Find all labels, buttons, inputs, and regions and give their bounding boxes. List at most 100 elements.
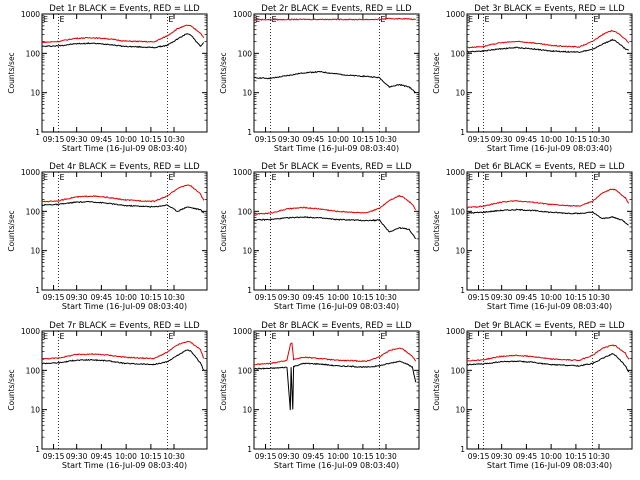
x-axis-label: Start Time (16-Jul-09 08:03:40) — [274, 461, 399, 470]
x-tick-label: 10:15 — [565, 293, 587, 302]
chart-title: Det 7r BLACK = Events, RED = LLD — [49, 321, 200, 331]
events-series-line — [254, 215, 417, 240]
lld-series-line — [467, 29, 630, 49]
x-tick-label: 09:45 — [303, 452, 325, 461]
x-tick-label: 09:45 — [516, 293, 538, 302]
y-tick-label: 1 — [247, 128, 252, 137]
x-tick-label: 10:30 — [163, 135, 185, 144]
event-marker-label: E — [168, 173, 173, 182]
y-tick-label: 1 — [460, 286, 465, 295]
event-marker-label: E — [255, 332, 260, 341]
y-tick-label: 10 — [30, 89, 40, 98]
event-marker-label: E — [43, 15, 48, 24]
y-tick-label: 100 — [451, 207, 466, 216]
y-tick-label: 1 — [35, 286, 40, 295]
y-tick-label: 100 — [238, 366, 253, 375]
y-tick-label: 1000 — [233, 327, 252, 336]
y-tick-label: 1 — [247, 445, 252, 454]
plot-frame — [466, 13, 633, 133]
y-tick-label: 1000 — [233, 168, 252, 177]
x-tick-label: 10:15 — [352, 293, 374, 302]
x-tick-label: 10:00 — [540, 452, 562, 461]
y-axis-label: Counts/sec — [432, 52, 441, 93]
plot-frame — [253, 330, 420, 450]
x-tick-label: 10:30 — [163, 452, 185, 461]
x-axis-label: Start Time (16-Jul-09 08:03:40) — [62, 461, 187, 470]
x-axis-label: Start Time (16-Jul-09 08:03:40) — [487, 144, 612, 153]
x-axis-label: Start Time (16-Jul-09 08:03:40) — [62, 144, 187, 153]
event-marker-label: E — [485, 173, 490, 182]
y-tick-label: 1000 — [446, 327, 465, 336]
y-tick-label: 1000 — [446, 168, 465, 177]
x-tick-label: 10:00 — [115, 293, 137, 302]
events-series-line — [254, 360, 417, 411]
x-tick-label: 09:30 — [66, 293, 88, 302]
x-tick-label: 09:45 — [516, 135, 538, 144]
y-tick-label: 100 — [238, 207, 253, 216]
y-tick-label: 10 — [30, 406, 40, 415]
x-tick-label: 10:15 — [352, 135, 374, 144]
plot-frame — [466, 330, 633, 450]
x-tick-label: 10:30 — [163, 293, 185, 302]
x-tick-label: 09:30 — [66, 452, 88, 461]
x-tick-label: 10:00 — [327, 135, 349, 144]
events-series-line — [254, 70, 416, 94]
x-tick-label: 10:00 — [540, 135, 562, 144]
x-tick-label: 10:30 — [375, 452, 397, 461]
x-tick-label: 10:00 — [327, 293, 349, 302]
events-series-line — [42, 33, 205, 49]
lld-series-line — [254, 342, 417, 366]
y-tick-label: 100 — [451, 49, 466, 58]
chart-title: Det 4r BLACK = Events, RED = LLD — [49, 162, 200, 172]
events-series-line — [467, 208, 629, 226]
x-tick-label: 09:15 — [43, 293, 65, 302]
events-series-line — [42, 200, 205, 214]
x-tick-label: 10:00 — [115, 452, 137, 461]
chart-title: Det 5r BLACK = Events, RED = LLD — [261, 162, 412, 172]
y-tick-label: 1 — [247, 286, 252, 295]
x-tick-label: 10:15 — [140, 135, 162, 144]
y-tick-label: 10 — [242, 247, 252, 256]
x-tick-label: 09:30 — [278, 452, 300, 461]
x-tick-label: 10:30 — [588, 452, 610, 461]
y-tick-label: 10 — [455, 247, 465, 256]
x-tick-label: 10:00 — [327, 452, 349, 461]
y-axis-label: Counts/sec — [7, 52, 16, 93]
x-tick-label: 10:15 — [565, 135, 587, 144]
chart-title: Det 9r BLACK = Events, RED = LLD — [474, 321, 625, 331]
y-tick-label: 10 — [242, 89, 252, 98]
y-axis-label: Counts/sec — [219, 210, 228, 251]
event-marker-label: E — [380, 332, 385, 341]
plot-frame — [41, 13, 208, 133]
event-marker-label: E — [272, 332, 277, 341]
y-tick-label: 1000 — [446, 10, 465, 19]
event-marker-label: E — [255, 173, 260, 182]
event-marker-label: E — [168, 332, 173, 341]
x-axis-label: Start Time (16-Jul-09 08:03:40) — [487, 302, 612, 311]
x-tick-label: 10:30 — [375, 293, 397, 302]
x-tick-label: 09:30 — [66, 135, 88, 144]
y-tick-label: 1000 — [21, 327, 40, 336]
x-tick-label: 09:30 — [491, 293, 513, 302]
y-tick-label: 1 — [460, 445, 465, 454]
y-tick-label: 10 — [242, 406, 252, 415]
x-tick-label: 10:15 — [565, 452, 587, 461]
y-tick-label: 1 — [35, 128, 40, 137]
event-marker-label: E — [468, 173, 473, 182]
y-tick-label: 1 — [460, 128, 465, 137]
x-tick-label: 09:45 — [303, 293, 325, 302]
y-axis-label: Counts/sec — [219, 369, 228, 410]
x-tick-label: 09:15 — [43, 452, 65, 461]
chart-title: Det 2r BLACK = Events, RED = LLD — [261, 4, 412, 14]
plot-frame — [41, 171, 208, 291]
y-tick-label: 10 — [455, 406, 465, 415]
plot-frame — [466, 171, 633, 291]
y-tick-label: 100 — [238, 49, 253, 58]
x-tick-label: 09:15 — [468, 452, 490, 461]
lld-series-line — [467, 188, 630, 209]
